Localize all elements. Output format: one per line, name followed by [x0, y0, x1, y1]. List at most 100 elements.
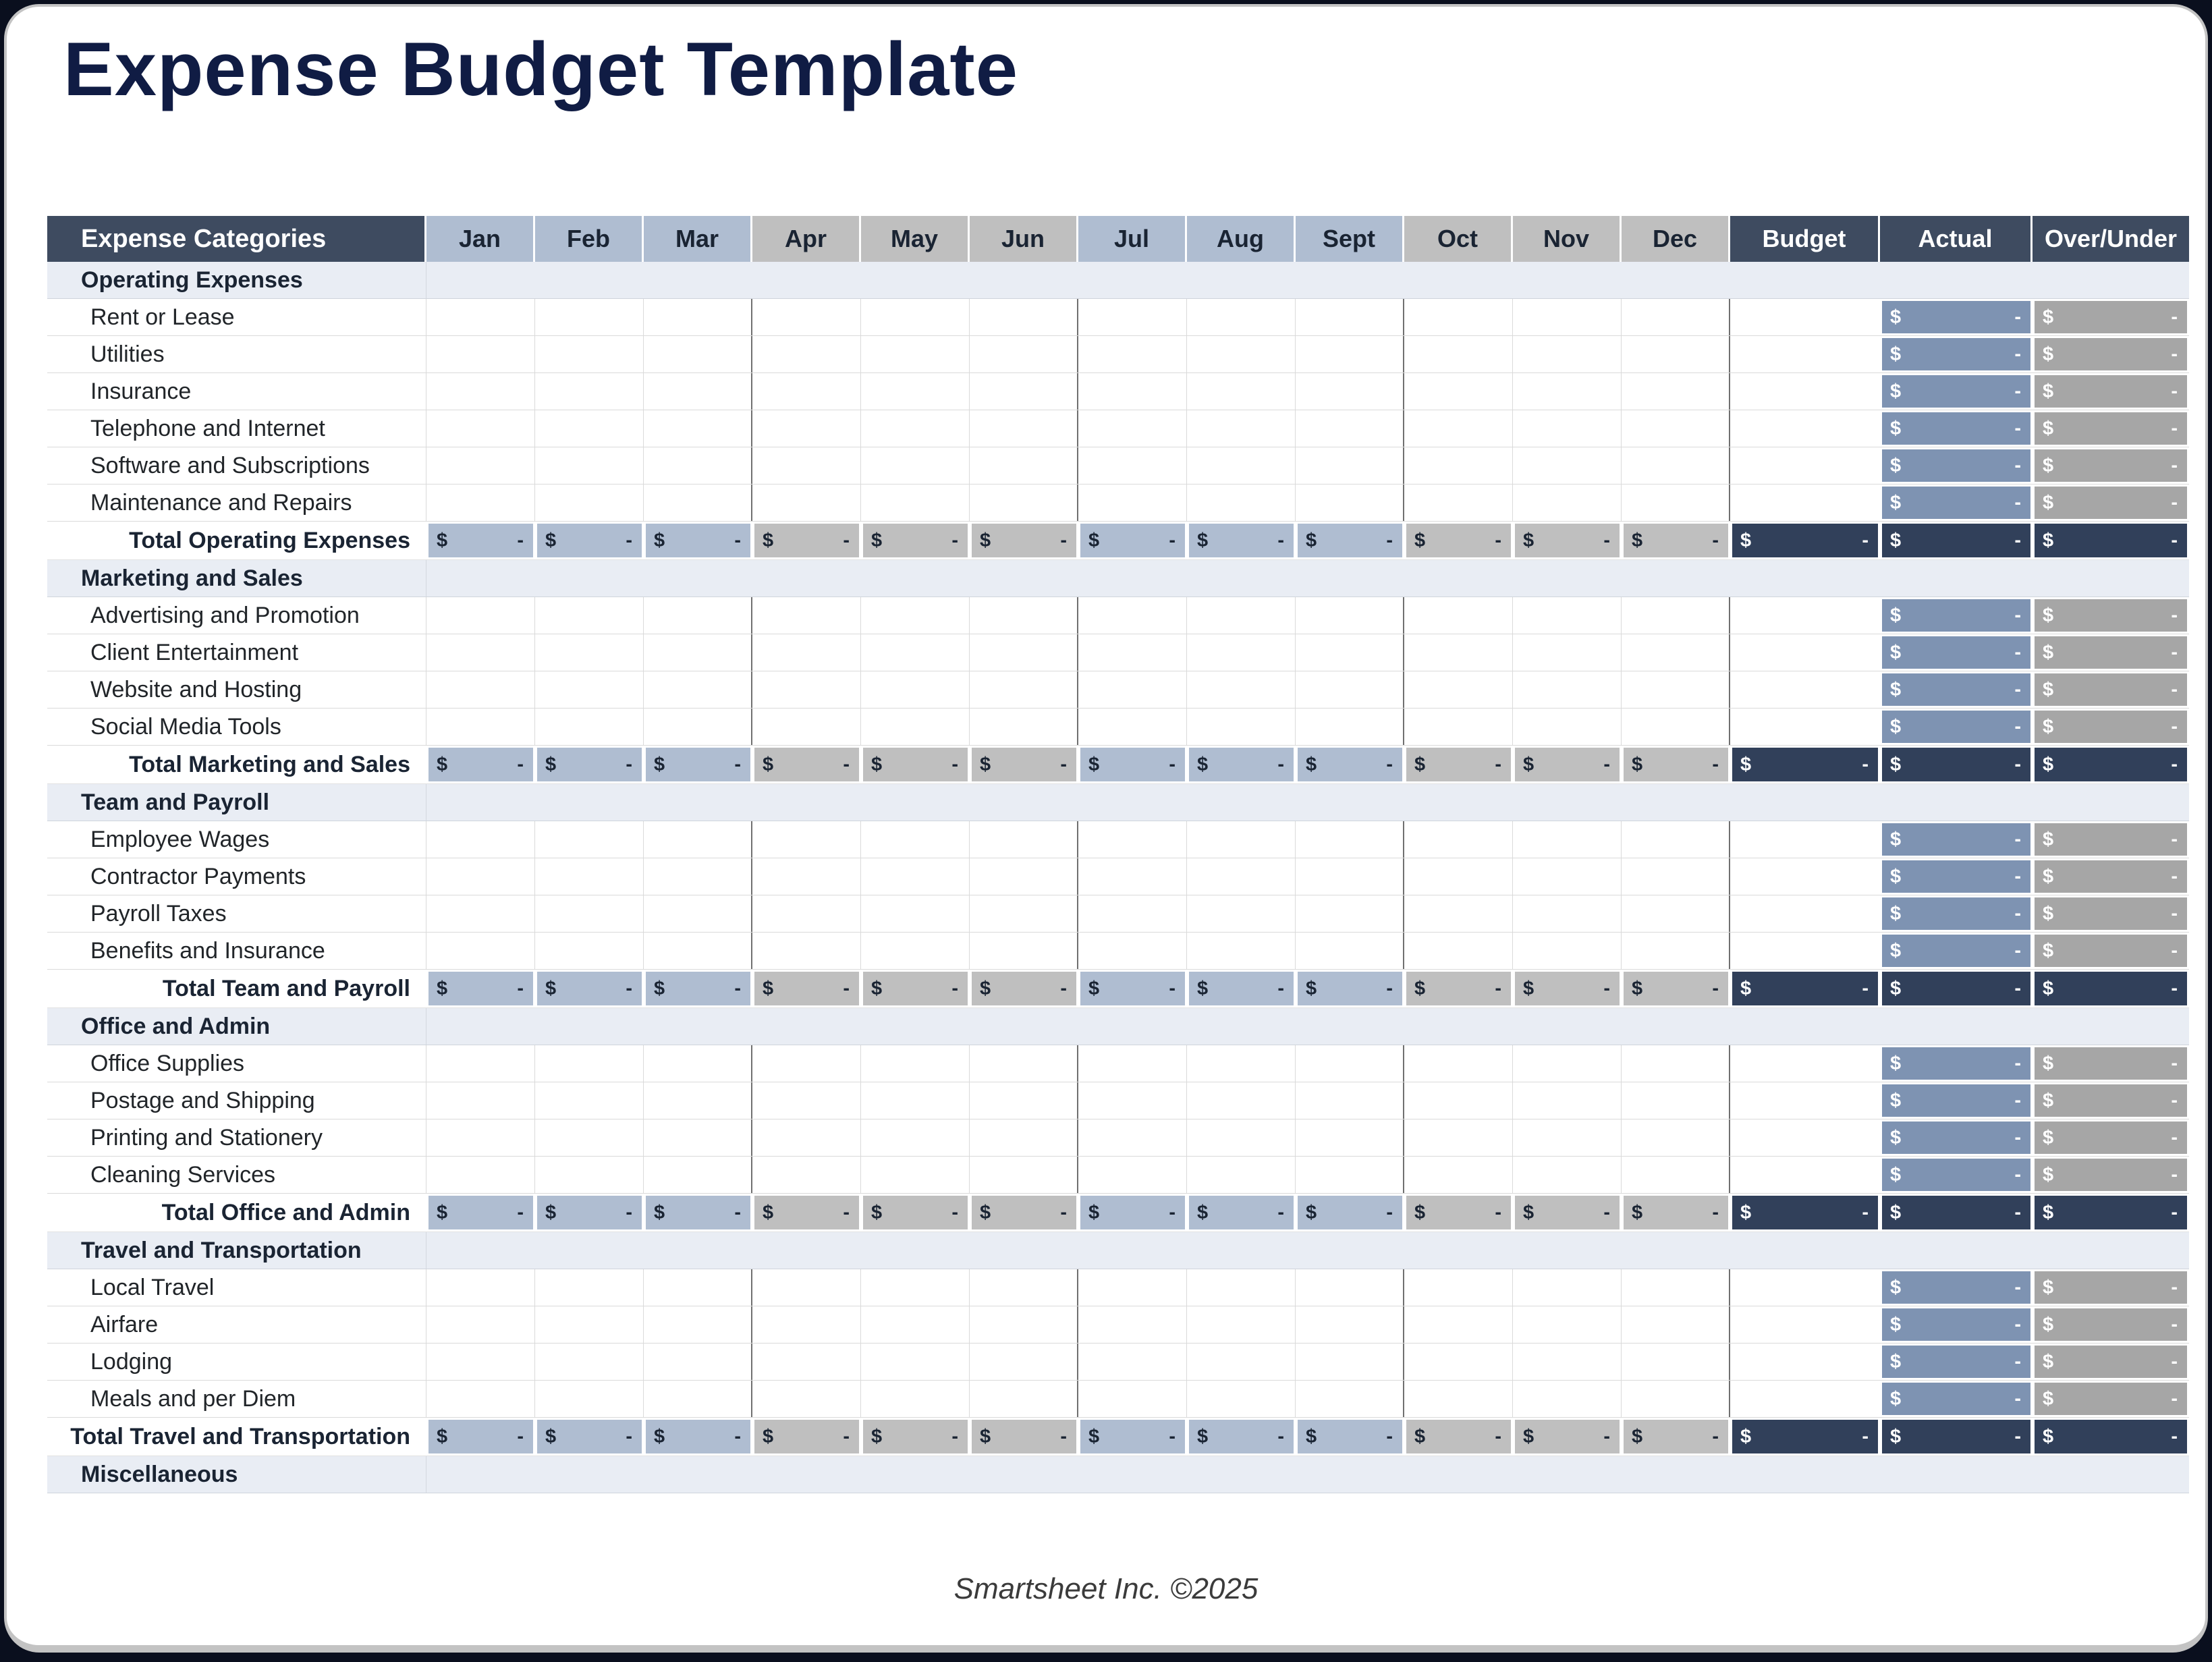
month-cell-dec[interactable] — [1622, 671, 1730, 708]
total-budget-cell[interactable]: $ - — [1730, 522, 1880, 559]
budget-cell[interactable] — [1730, 709, 1880, 745]
month-cell-apr[interactable] — [752, 1344, 861, 1380]
month-cell-mar[interactable] — [644, 484, 752, 521]
month-cell-jul[interactable] — [1078, 410, 1187, 447]
month-cell-jan[interactable] — [426, 1269, 535, 1306]
month-cell-nov[interactable] — [1513, 299, 1622, 335]
month-cell-may[interactable] — [861, 933, 970, 969]
month-cell-jan[interactable] — [426, 447, 535, 484]
month-cell-jan[interactable] — [426, 597, 535, 634]
month-cell-jul[interactable] — [1078, 484, 1187, 521]
month-cell-feb[interactable] — [535, 597, 644, 634]
total-month-cell-mar[interactable]: $ - — [644, 1194, 752, 1231]
month-cell-sept[interactable] — [1296, 709, 1404, 745]
actual-cell[interactable]: $ - — [1880, 410, 2033, 447]
month-cell-nov[interactable] — [1513, 1344, 1622, 1380]
month-cell-nov[interactable] — [1513, 671, 1622, 708]
month-cell-nov[interactable] — [1513, 933, 1622, 969]
month-cell-may[interactable] — [861, 671, 970, 708]
month-cell-sept[interactable] — [1296, 410, 1404, 447]
month-cell-sept[interactable] — [1296, 597, 1404, 634]
month-cell-may[interactable] — [861, 821, 970, 858]
month-cell-apr[interactable] — [752, 447, 861, 484]
month-cell-oct[interactable] — [1404, 484, 1513, 521]
month-cell-dec[interactable] — [1622, 410, 1730, 447]
month-cell-nov[interactable] — [1513, 336, 1622, 372]
actual-cell[interactable]: $ - — [1880, 1045, 2033, 1082]
total-over-under-cell[interactable]: $ - — [2033, 1194, 2189, 1231]
month-cell-jul[interactable] — [1078, 933, 1187, 969]
month-cell-feb[interactable] — [535, 1344, 644, 1380]
month-cell-jun[interactable] — [970, 373, 1078, 410]
month-cell-nov[interactable] — [1513, 821, 1622, 858]
total-budget-cell[interactable]: $ - — [1730, 970, 1880, 1007]
budget-cell[interactable] — [1730, 895, 1880, 932]
actual-cell[interactable]: $ - — [1880, 821, 2033, 858]
month-cell-feb[interactable] — [535, 1269, 644, 1306]
month-cell-jun[interactable] — [970, 933, 1078, 969]
month-cell-feb[interactable] — [535, 1045, 644, 1082]
month-cell-jul[interactable] — [1078, 336, 1187, 372]
total-month-cell-apr[interactable]: $ - — [752, 746, 861, 783]
month-cell-mar[interactable] — [644, 1157, 752, 1193]
month-cell-jun[interactable] — [970, 1269, 1078, 1306]
month-cell-dec[interactable] — [1622, 1306, 1730, 1343]
item-label[interactable]: Benefits and Insurance — [47, 933, 426, 969]
month-cell-jun[interactable] — [970, 1119, 1078, 1156]
month-cell-jun[interactable] — [970, 336, 1078, 372]
month-cell-nov[interactable] — [1513, 484, 1622, 521]
month-cell-may[interactable] — [861, 336, 970, 372]
month-cell-aug[interactable] — [1187, 299, 1296, 335]
month-cell-jul[interactable] — [1078, 1269, 1187, 1306]
month-cell-jul[interactable] — [1078, 1381, 1187, 1417]
month-cell-sept[interactable] — [1296, 336, 1404, 372]
month-cell-apr[interactable] — [752, 1269, 861, 1306]
item-label[interactable]: Maintenance and Repairs — [47, 484, 426, 521]
over-under-cell[interactable]: $ - — [2033, 895, 2189, 932]
month-cell-jun[interactable] — [970, 299, 1078, 335]
over-under-cell[interactable]: $ - — [2033, 1045, 2189, 1082]
month-cell-mar[interactable] — [644, 410, 752, 447]
total-month-cell-dec[interactable]: $ - — [1622, 522, 1730, 559]
month-cell-apr[interactable] — [752, 933, 861, 969]
total-month-cell-may[interactable]: $ - — [861, 522, 970, 559]
month-cell-mar[interactable] — [644, 373, 752, 410]
month-cell-may[interactable] — [861, 1306, 970, 1343]
month-cell-jan[interactable] — [426, 373, 535, 410]
budget-cell[interactable] — [1730, 336, 1880, 372]
month-cell-jul[interactable] — [1078, 299, 1187, 335]
month-cell-mar[interactable] — [644, 299, 752, 335]
item-label[interactable]: Software and Subscriptions — [47, 447, 426, 484]
month-cell-jan[interactable] — [426, 336, 535, 372]
month-cell-aug[interactable] — [1187, 1157, 1296, 1193]
total-month-cell-apr[interactable]: $ - — [752, 522, 861, 559]
item-label[interactable]: Postage and Shipping — [47, 1082, 426, 1119]
over-under-cell[interactable]: $ - — [2033, 1306, 2189, 1343]
total-actual-cell[interactable]: $ - — [1880, 1418, 2033, 1456]
total-month-cell-mar[interactable]: $ - — [644, 522, 752, 559]
month-cell-dec[interactable] — [1622, 1119, 1730, 1156]
month-cell-jun[interactable] — [970, 821, 1078, 858]
month-cell-may[interactable] — [861, 858, 970, 895]
month-cell-oct[interactable] — [1404, 1082, 1513, 1119]
month-cell-jan[interactable] — [426, 1119, 535, 1156]
budget-cell[interactable] — [1730, 410, 1880, 447]
budget-cell[interactable] — [1730, 373, 1880, 410]
actual-cell[interactable]: $ - — [1880, 1269, 2033, 1306]
item-label[interactable]: Meals and per Diem — [47, 1381, 426, 1417]
month-cell-oct[interactable] — [1404, 373, 1513, 410]
month-cell-apr[interactable] — [752, 709, 861, 745]
month-cell-aug[interactable] — [1187, 1381, 1296, 1417]
month-cell-oct[interactable] — [1404, 336, 1513, 372]
item-label[interactable]: Advertising and Promotion — [47, 597, 426, 634]
month-cell-dec[interactable] — [1622, 373, 1730, 410]
budget-cell[interactable] — [1730, 597, 1880, 634]
month-cell-apr[interactable] — [752, 895, 861, 932]
month-cell-oct[interactable] — [1404, 299, 1513, 335]
actual-cell[interactable]: $ - — [1880, 484, 2033, 521]
total-over-under-cell[interactable]: $ - — [2033, 522, 2189, 559]
section-name[interactable]: Travel and Transportation — [47, 1232, 426, 1269]
total-month-cell-sept[interactable]: $ - — [1296, 522, 1404, 559]
month-cell-apr[interactable] — [752, 1119, 861, 1156]
total-over-under-cell[interactable]: $ - — [2033, 1418, 2189, 1456]
